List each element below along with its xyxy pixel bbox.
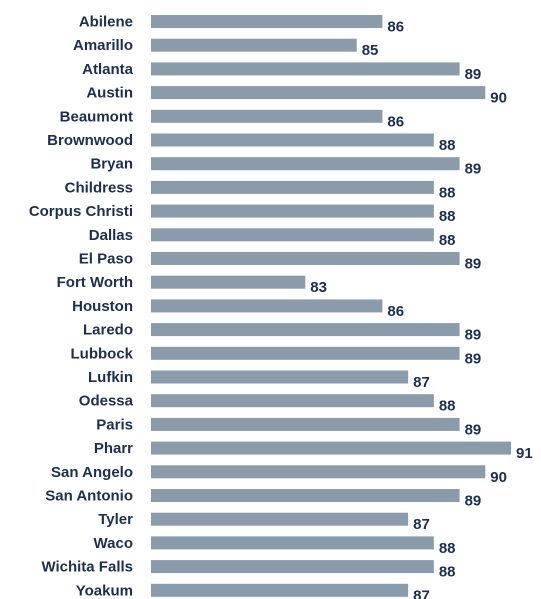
category-label-9: Dallas	[89, 227, 133, 244]
bar-21	[151, 512, 409, 526]
value-label-2: 89	[465, 66, 482, 83]
value-label-17: 89	[465, 421, 482, 438]
value-label-24: 87	[413, 587, 430, 599]
category-label-3: Austin	[86, 85, 133, 102]
category-label-14: Lubbock	[71, 345, 134, 362]
bar-11	[151, 275, 306, 289]
category-label-10: El Paso	[79, 250, 133, 267]
value-labels: 86 85 89 90 86 88 89 88 88 88 89 83 86 89 89 87 88 89 91 90…	[310, 18, 532, 599]
value-label-7: 88	[439, 184, 456, 201]
category-label-21: Tyler	[98, 511, 133, 528]
category-label-15: Lufkin	[88, 369, 133, 386]
value-label-4: 86	[387, 113, 404, 130]
value-label-18: 91	[516, 445, 533, 462]
value-label-9: 88	[439, 232, 456, 249]
value-label-0: 86	[387, 18, 404, 35]
bar-17	[151, 417, 460, 431]
value-label-11: 83	[310, 279, 327, 296]
bar-5	[151, 133, 434, 147]
category-label-7: Childress	[65, 179, 133, 196]
bar-19	[151, 465, 486, 479]
category-label-6: Bryan	[90, 156, 133, 173]
bar-3	[151, 86, 486, 100]
value-label-23: 88	[439, 564, 456, 581]
value-label-5: 88	[439, 137, 456, 154]
value-label-21: 87	[413, 516, 430, 533]
bar-10	[151, 252, 460, 265]
bar-24	[151, 583, 409, 597]
value-label-12: 86	[387, 303, 404, 320]
bar-8	[151, 204, 434, 218]
value-label-6: 89	[465, 161, 482, 178]
value-label-15: 87	[413, 374, 430, 391]
value-label-16: 88	[439, 398, 456, 415]
category-label-2: Atlanta	[82, 61, 133, 78]
category-label-4: Beaumont	[60, 108, 133, 125]
bar-14	[151, 346, 460, 360]
category-label-5: Brownwood	[47, 132, 133, 149]
category-label-1: Amarillo	[73, 37, 133, 54]
value-label-3: 90	[490, 90, 507, 107]
value-label-20: 89	[465, 492, 482, 509]
category-labels: Abilene Amarillo Atlanta Austin Beaumont Brow…	[29, 13, 134, 599]
value-label-8: 88	[439, 208, 456, 225]
category-label-19: San Angelo	[51, 464, 133, 481]
bar-2	[151, 62, 460, 76]
category-label-13: Laredo	[83, 322, 133, 339]
bar-0	[151, 15, 383, 28]
category-label-20: San Antonio	[45, 487, 133, 504]
value-label-22: 88	[439, 540, 456, 557]
value-label-10: 89	[465, 255, 482, 272]
bar-7	[151, 180, 434, 194]
bar-15	[151, 370, 409, 384]
category-label-23: Wichita Falls	[41, 559, 133, 576]
value-label-14: 89	[465, 350, 482, 367]
category-label-18: Pharr	[94, 440, 133, 457]
value-label-13: 89	[465, 327, 482, 344]
category-label-11: Fort Worth	[57, 274, 133, 291]
value-label-1: 85	[362, 42, 379, 59]
bar-6	[151, 157, 460, 171]
bar-4	[151, 109, 383, 123]
category-label-0: Abilene	[79, 13, 133, 30]
category-label-16: Odessa	[79, 393, 134, 410]
bar-1	[151, 38, 357, 52]
value-label-19: 90	[490, 469, 507, 486]
bar-20	[151, 489, 460, 502]
category-label-12: Houston	[72, 298, 133, 315]
bar-13	[151, 323, 460, 337]
bar-18	[151, 441, 511, 455]
category-label-24: Yoakum	[76, 582, 133, 599]
category-label-8: Corpus Christi	[29, 203, 133, 220]
bar-23	[151, 560, 434, 574]
category-label-22: Waco	[94, 535, 133, 552]
bar-9	[151, 228, 434, 242]
bars-group	[151, 15, 511, 597]
bar-22	[151, 536, 434, 550]
bar-16	[151, 394, 434, 408]
category-label-17: Paris	[96, 416, 133, 433]
bar-12	[151, 299, 383, 313]
